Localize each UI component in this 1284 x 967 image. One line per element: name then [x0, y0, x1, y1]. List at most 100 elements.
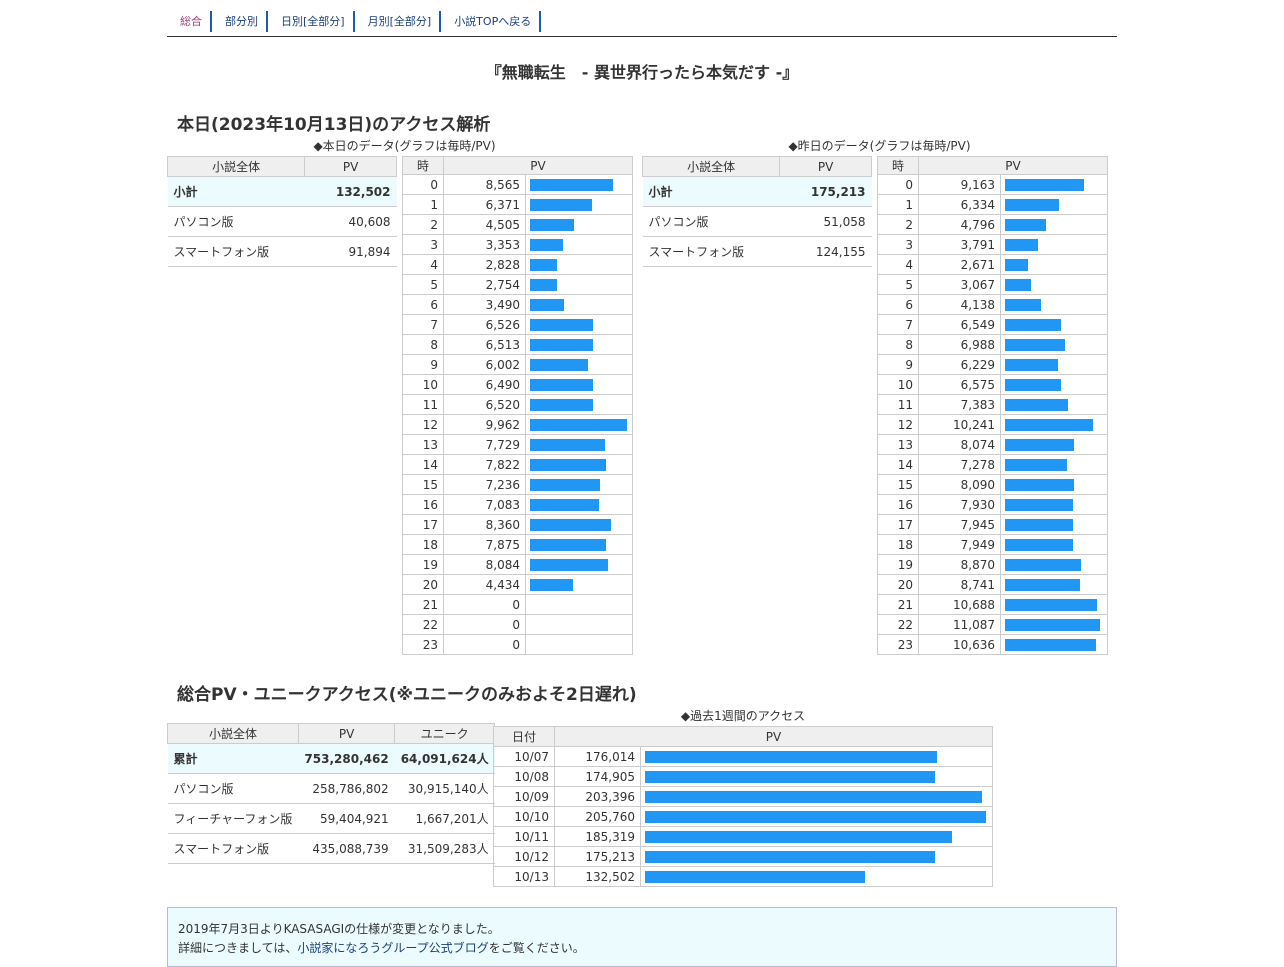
pv-cell: 174,905 [554, 766, 641, 787]
nav-item-1[interactable]: 部分別 [212, 11, 268, 32]
pv-cell: 2,671 [918, 254, 1001, 275]
bar-cell [525, 574, 633, 595]
hourly-row: 7 6,526 [402, 314, 633, 335]
bar-cell [525, 614, 633, 635]
bar-cell [1000, 494, 1108, 515]
today-hourly-table: 時 PV 0 8,565 1 6,371 2 4,505 3 3,353 4 2,828 5 2,754 6… [402, 156, 633, 655]
row-label: 小計 [642, 176, 780, 207]
pv-cell: 175,213 [554, 846, 641, 867]
bar-cell [640, 746, 993, 767]
total-section: 総合PV・ユニークアクセス(※ユニークのみおよそ2日遅れ) [167, 680, 637, 705]
date-cell: 10/13 [493, 866, 555, 887]
weekly-row: 10/09 203,396 [493, 786, 993, 807]
hourly-row: 12 10,241 [877, 414, 1108, 435]
hour-cell: 21 [877, 594, 919, 615]
hour-cell: 20 [877, 574, 919, 595]
bar-cell [525, 214, 633, 235]
hourly-row: 2 4,796 [877, 214, 1108, 235]
col-header: 小説全体 [166, 156, 306, 177]
weekly-row: 10/12 175,213 [493, 846, 993, 867]
hourly-row: 22 0 [402, 614, 633, 635]
row-value: 132,502 [304, 176, 397, 207]
hourly-row: 8 6,988 [877, 334, 1108, 355]
hour-cell: 11 [402, 394, 444, 415]
pv-header: PV [443, 156, 633, 175]
hour-cell: 21 [402, 594, 444, 615]
header-row: 時 PV [877, 156, 1108, 175]
summary-row: スマートフォン版 124,155 [642, 236, 872, 267]
nav-item-0[interactable]: 総合 [167, 11, 212, 32]
hour-cell: 5 [877, 274, 919, 295]
hour-cell: 19 [402, 554, 444, 575]
bar-cell [525, 314, 633, 335]
hour-cell: 9 [877, 354, 919, 375]
pv-cell: 3,353 [443, 234, 526, 255]
row-label: パソコン版 [167, 206, 305, 237]
hour-cell: 13 [877, 434, 919, 455]
hour-cell: 4 [402, 254, 444, 275]
total-summary-block: 小説全体 PV ユニーク 累計 753,280,462 64,091,624人 パソコン版 2… [167, 723, 496, 864]
col-header: PV [297, 723, 396, 744]
bar-cell [1000, 474, 1108, 495]
col-header: PV [779, 156, 872, 177]
nav-item-4[interactable]: 小説TOPへ戻る [441, 11, 542, 32]
hourly-row: 14 7,822 [402, 454, 633, 475]
bar-cell [1000, 534, 1108, 555]
bar-cell [1000, 274, 1108, 295]
pv-cell: 7,945 [918, 514, 1001, 535]
bar-cell [1000, 454, 1108, 475]
hourly-row: 13 8,074 [877, 434, 1108, 455]
hour-cell: 18 [877, 534, 919, 555]
pv-bar [530, 498, 599, 511]
row-unique: 31,509,283人 [394, 833, 495, 864]
nav-item-2[interactable]: 日別[全部分] [268, 11, 355, 32]
date-cell: 10/07 [493, 746, 555, 767]
hourly-row: 14 7,278 [877, 454, 1108, 475]
hourly-row: 15 7,236 [402, 474, 633, 495]
pv-bar [645, 750, 937, 763]
hour-cell: 11 [877, 394, 919, 415]
total-heading: 総合PV・ユニークアクセス(※ユニークのみおよそ2日遅れ) [177, 685, 637, 705]
blog-link[interactable]: 小説家になろうグループ公式ブログ [297, 941, 489, 955]
hour-cell: 5 [402, 274, 444, 295]
hourly-row: 0 8,565 [402, 174, 633, 195]
summary-row: 累計 753,280,462 64,091,624人 [167, 743, 495, 774]
nav-item-3[interactable]: 月別[全部分] [355, 11, 442, 32]
summary-row: 小計 132,502 [167, 176, 397, 207]
pv-bar [530, 438, 605, 451]
yesterday-summary-block: 小説全体 PV 小計 175,213 パソコン版 51,058 スマートフォン版 124,15… [641, 156, 872, 267]
row-label: スマートフォン版 [167, 833, 299, 864]
hour-header: 時 [402, 156, 444, 175]
hourly-row: 3 3,791 [877, 234, 1108, 255]
bar-cell [1000, 514, 1108, 535]
pv-cell: 7,278 [918, 454, 1001, 475]
hour-cell: 16 [877, 494, 919, 515]
hour-cell: 12 [402, 414, 444, 435]
date-cell: 10/11 [493, 826, 555, 847]
hour-cell: 0 [877, 174, 919, 195]
yesterday-hourly-block: 時 PV 0 9,163 1 6,334 2 4,796 3 3,791 4 2,671 5 3,067 6… [877, 156, 1108, 655]
pv-cell: 2,828 [443, 254, 526, 275]
bar-cell [525, 194, 633, 215]
bar-cell [525, 394, 633, 415]
row-pv: 59,404,921 [298, 803, 395, 834]
pv-bar [530, 518, 611, 531]
col-header: 小説全体 [167, 723, 299, 744]
header-row: 日付 PV [493, 726, 993, 747]
pv-cell: 10,241 [918, 414, 1001, 435]
bar-cell [525, 254, 633, 275]
pv-bar [1005, 298, 1041, 311]
weekly-row: 10/07 176,014 [493, 746, 993, 767]
bar-cell [1000, 174, 1108, 195]
pv-cell: 8,870 [918, 554, 1001, 575]
pv-cell: 7,383 [918, 394, 1001, 415]
summary-row: スマートフォン版 91,894 [167, 236, 397, 267]
hour-cell: 4 [877, 254, 919, 275]
pv-cell: 6,334 [918, 194, 1001, 215]
pv-cell: 3,791 [918, 234, 1001, 255]
weekly-row: 10/13 132,502 [493, 866, 993, 887]
pv-cell: 176,014 [554, 746, 641, 767]
total-summary-table: 小説全体 PV ユニーク 累計 753,280,462 64,091,624人 パソコン版 2… [167, 723, 496, 864]
pv-cell: 132,502 [554, 866, 641, 887]
pv-bar [645, 810, 986, 823]
